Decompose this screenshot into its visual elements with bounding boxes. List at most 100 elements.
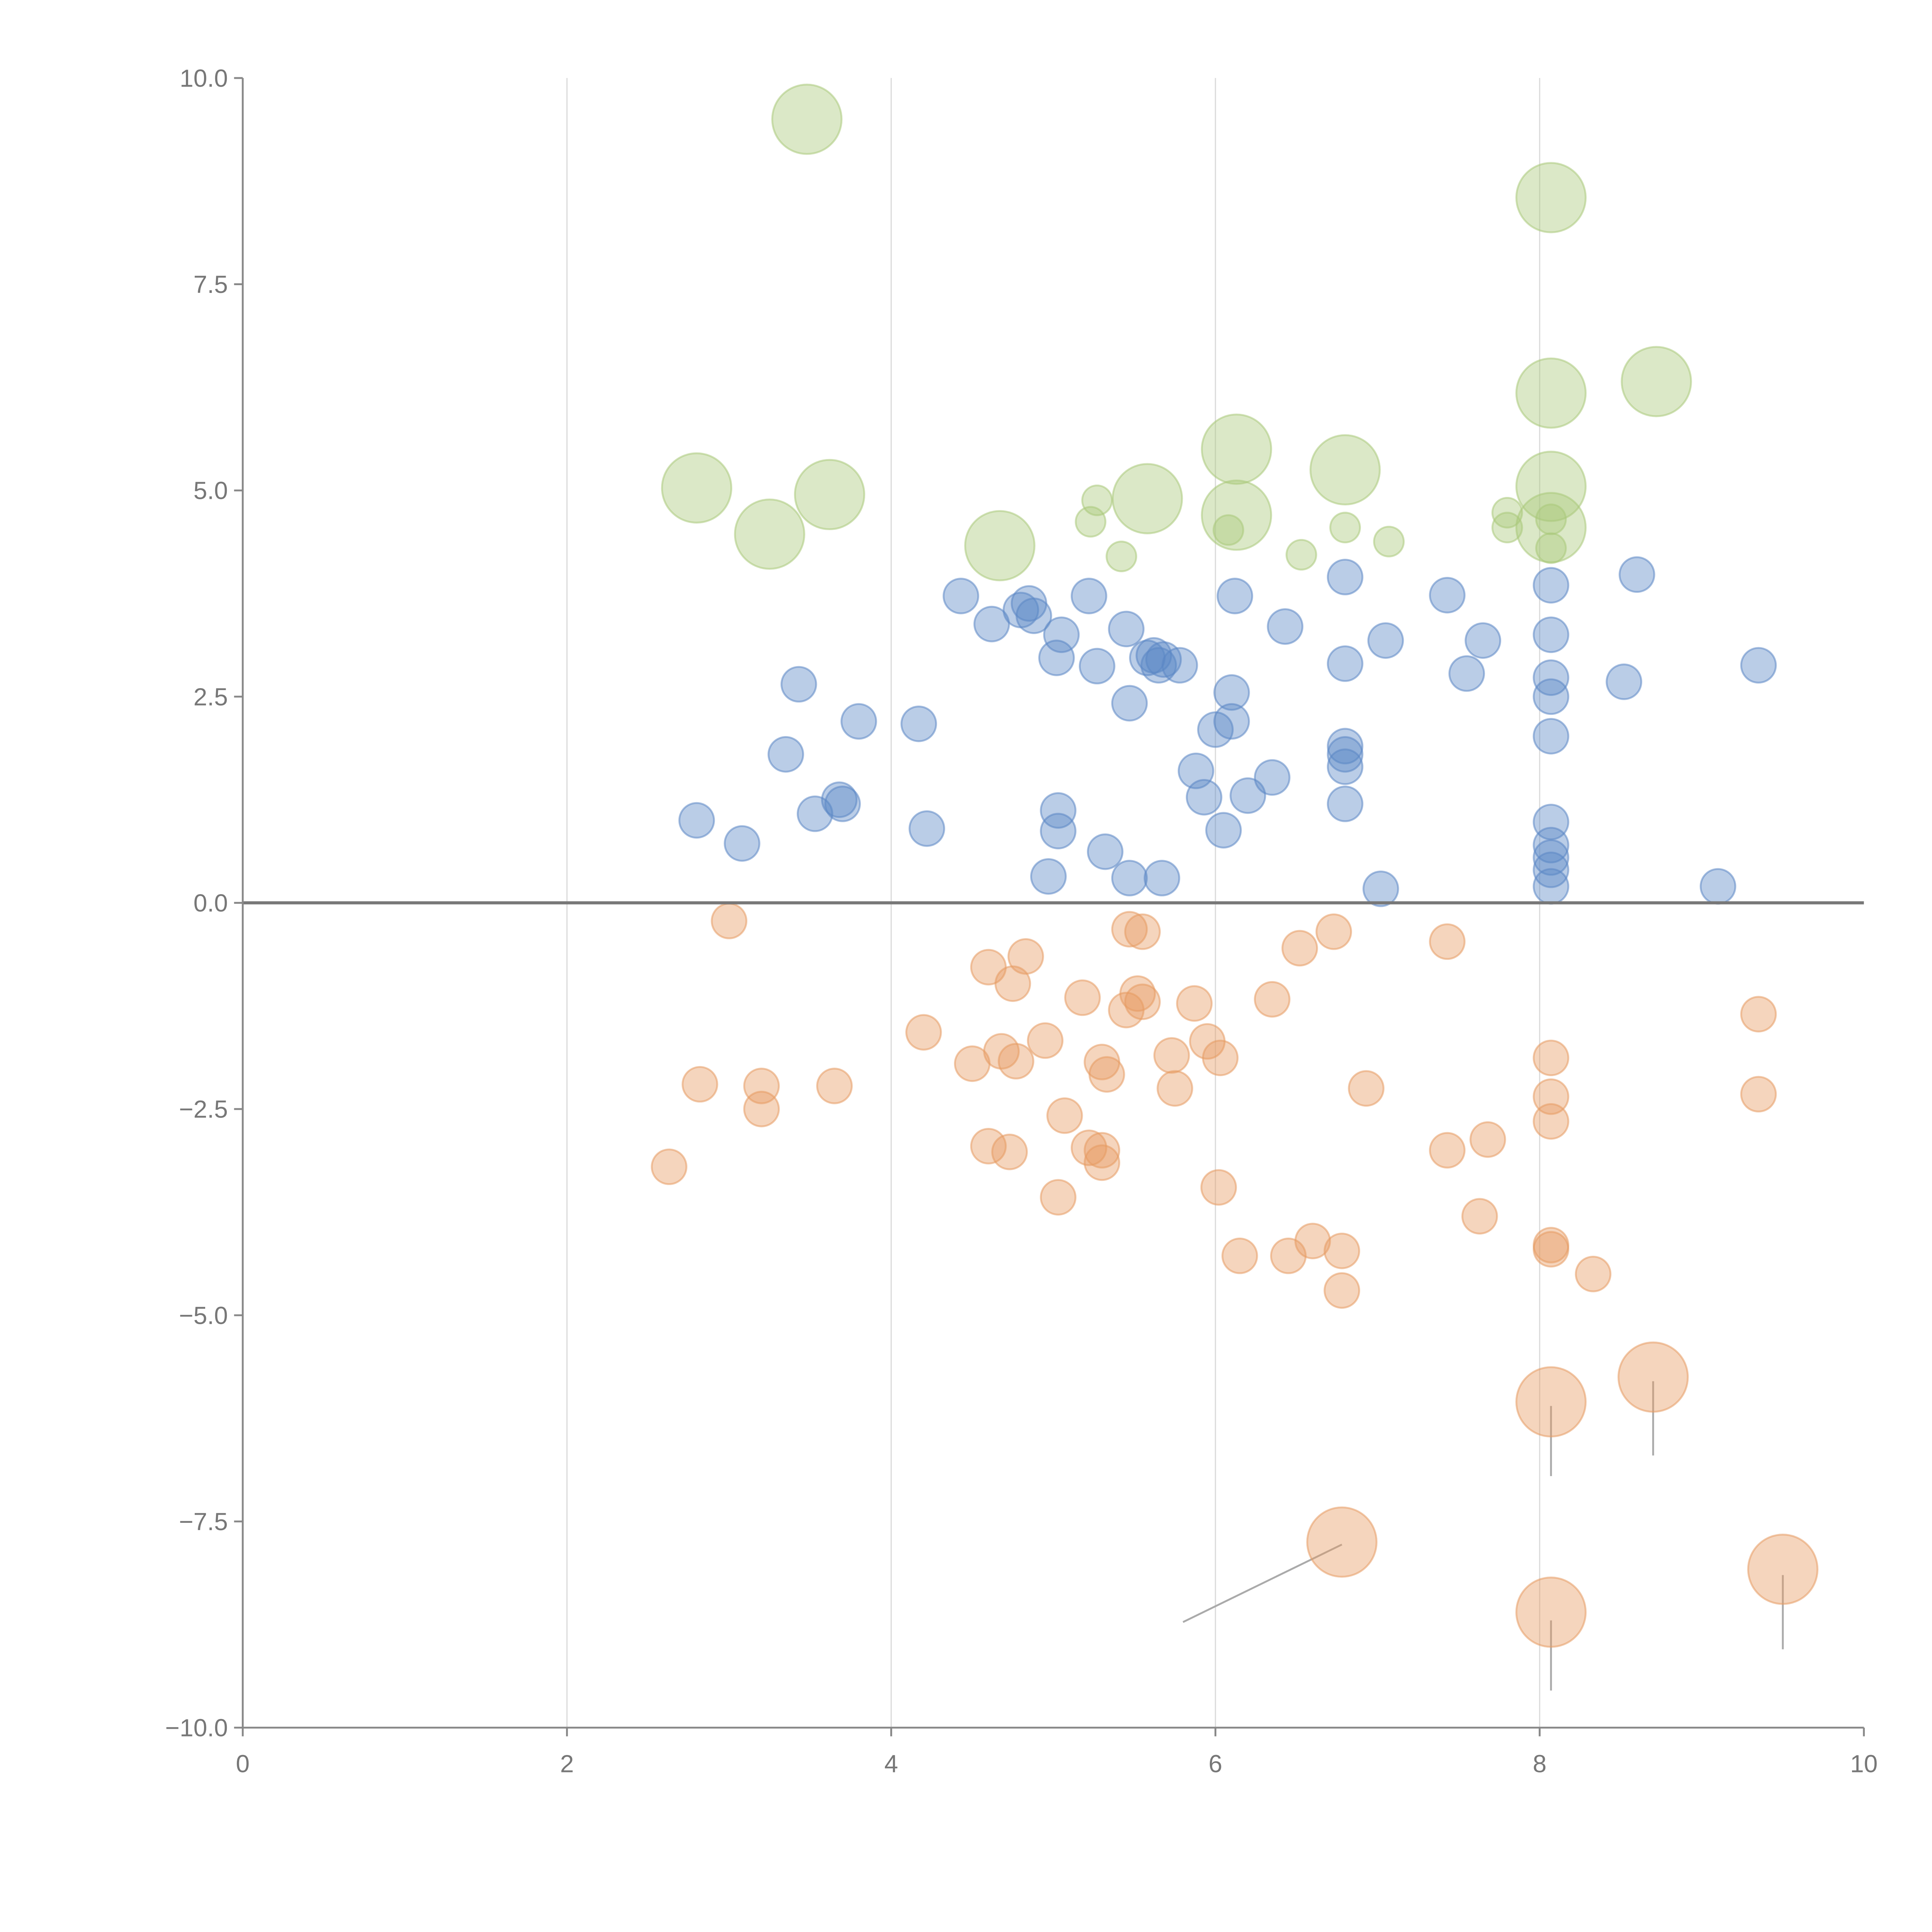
point-orange: [1469, 1121, 1506, 1158]
point-orange: [1111, 911, 1148, 948]
x-tick-label: 0: [236, 1750, 250, 1778]
point-blue: [1015, 597, 1052, 634]
point-orange: [1617, 1341, 1689, 1413]
x-tick-label: 8: [1533, 1750, 1547, 1778]
point-orange: [1254, 981, 1291, 1018]
point-orange: [1515, 1366, 1587, 1438]
point-orange: [1040, 1179, 1077, 1216]
point-orange: [1083, 1132, 1121, 1169]
point-orange: [1740, 996, 1777, 1032]
point-orange: [991, 1133, 1028, 1170]
point-blue: [1230, 777, 1266, 814]
point-blue: [824, 786, 861, 822]
point-orange: [1306, 1506, 1378, 1578]
point-green: [1075, 506, 1107, 538]
axes: 0 2 4 6 8 10 10.0 7.5 5.0 2.5 0.0 −2.5 −5.0 −7.5 −10.0: [165, 64, 1878, 1777]
point-orange: [682, 1066, 718, 1103]
point-green: [1112, 463, 1183, 534]
point-green: [1515, 162, 1587, 233]
point-blue: [1216, 578, 1253, 614]
point-blue: [1087, 833, 1124, 870]
point-orange: [1532, 1103, 1570, 1140]
point-blue: [1327, 728, 1364, 765]
point-blue: [1040, 792, 1077, 829]
point-blue: [1161, 647, 1198, 684]
point-green: [1310, 434, 1381, 506]
point-orange: [1007, 938, 1044, 975]
point-orange: [1348, 1070, 1384, 1107]
point-blue: [1254, 759, 1291, 796]
point-orange: [1027, 1022, 1064, 1059]
point-green: [771, 83, 843, 155]
point-blue: [678, 802, 715, 839]
point-blue: [1038, 639, 1075, 676]
point-blue: [1532, 718, 1570, 755]
y-tick-label: 7.5: [194, 270, 228, 298]
point-orange: [1747, 1534, 1819, 1605]
point-blue: [780, 666, 817, 703]
point-blue: [1070, 578, 1107, 614]
point-blue: [1030, 858, 1067, 895]
point-blue: [1213, 703, 1250, 740]
point-orange: [1064, 979, 1101, 1016]
point-blue: [1532, 567, 1570, 604]
y-tick-label: −10.0: [165, 1714, 228, 1742]
point-orange: [1070, 1129, 1107, 1166]
point-blue: [1367, 622, 1404, 659]
point-green: [964, 510, 1036, 582]
point-orange: [1515, 1577, 1587, 1648]
point-blue: [1532, 659, 1570, 696]
point-blue: [1699, 868, 1736, 905]
point-orange: [970, 1128, 1007, 1165]
point-blue: [1740, 647, 1777, 684]
point-blue: [1532, 616, 1570, 653]
point-orange: [651, 1148, 687, 1185]
point-green: [661, 452, 733, 524]
point-orange: [1124, 983, 1161, 1020]
point-blue: [1111, 860, 1148, 896]
point-orange: [816, 1068, 853, 1104]
point-green: [1213, 514, 1244, 546]
point-orange: [1176, 985, 1213, 1022]
point-blue: [1213, 674, 1250, 711]
point-blue: [1143, 860, 1180, 896]
point-orange: [1200, 1169, 1237, 1206]
point-green: [1201, 413, 1272, 485]
point-blue: [1327, 786, 1364, 822]
leader-line: [1182, 1544, 1342, 1623]
point-orange: [1153, 1037, 1190, 1074]
point-orange: [1221, 1237, 1258, 1274]
point-blue: [1185, 779, 1223, 816]
point-blue: [1111, 685, 1148, 722]
point-orange: [1083, 1144, 1121, 1181]
point-orange: [1124, 913, 1161, 950]
point-orange: [1202, 1039, 1239, 1077]
point-green: [1515, 357, 1587, 429]
point-orange: [711, 903, 748, 939]
y-tick-label: 10.0: [180, 64, 228, 92]
y-tick-label: −7.5: [179, 1508, 228, 1536]
point-blue: [1619, 556, 1655, 593]
point-green: [1105, 541, 1138, 572]
point-green: [1515, 451, 1587, 522]
point-green: [1201, 480, 1272, 551]
point-orange: [1046, 1097, 1083, 1134]
point-green: [1535, 503, 1567, 535]
point-blue: [1205, 812, 1242, 849]
point-orange: [1532, 1039, 1570, 1077]
x-tick-label: 10: [1850, 1750, 1878, 1778]
point-orange: [1429, 923, 1466, 960]
point-orange: [1532, 1231, 1570, 1268]
x-tick-label: 6: [1209, 1750, 1223, 1778]
point-green: [1491, 512, 1523, 544]
point-blue: [1140, 647, 1177, 684]
point-orange: [994, 965, 1031, 1002]
point-orange: [1323, 1233, 1361, 1269]
point-blue: [1429, 577, 1466, 614]
point-blue: [1043, 616, 1080, 653]
y-tick-label: 5.0: [194, 477, 228, 505]
point-blue: [1532, 839, 1570, 876]
point-blue: [1362, 870, 1399, 907]
point-green: [1373, 526, 1405, 558]
